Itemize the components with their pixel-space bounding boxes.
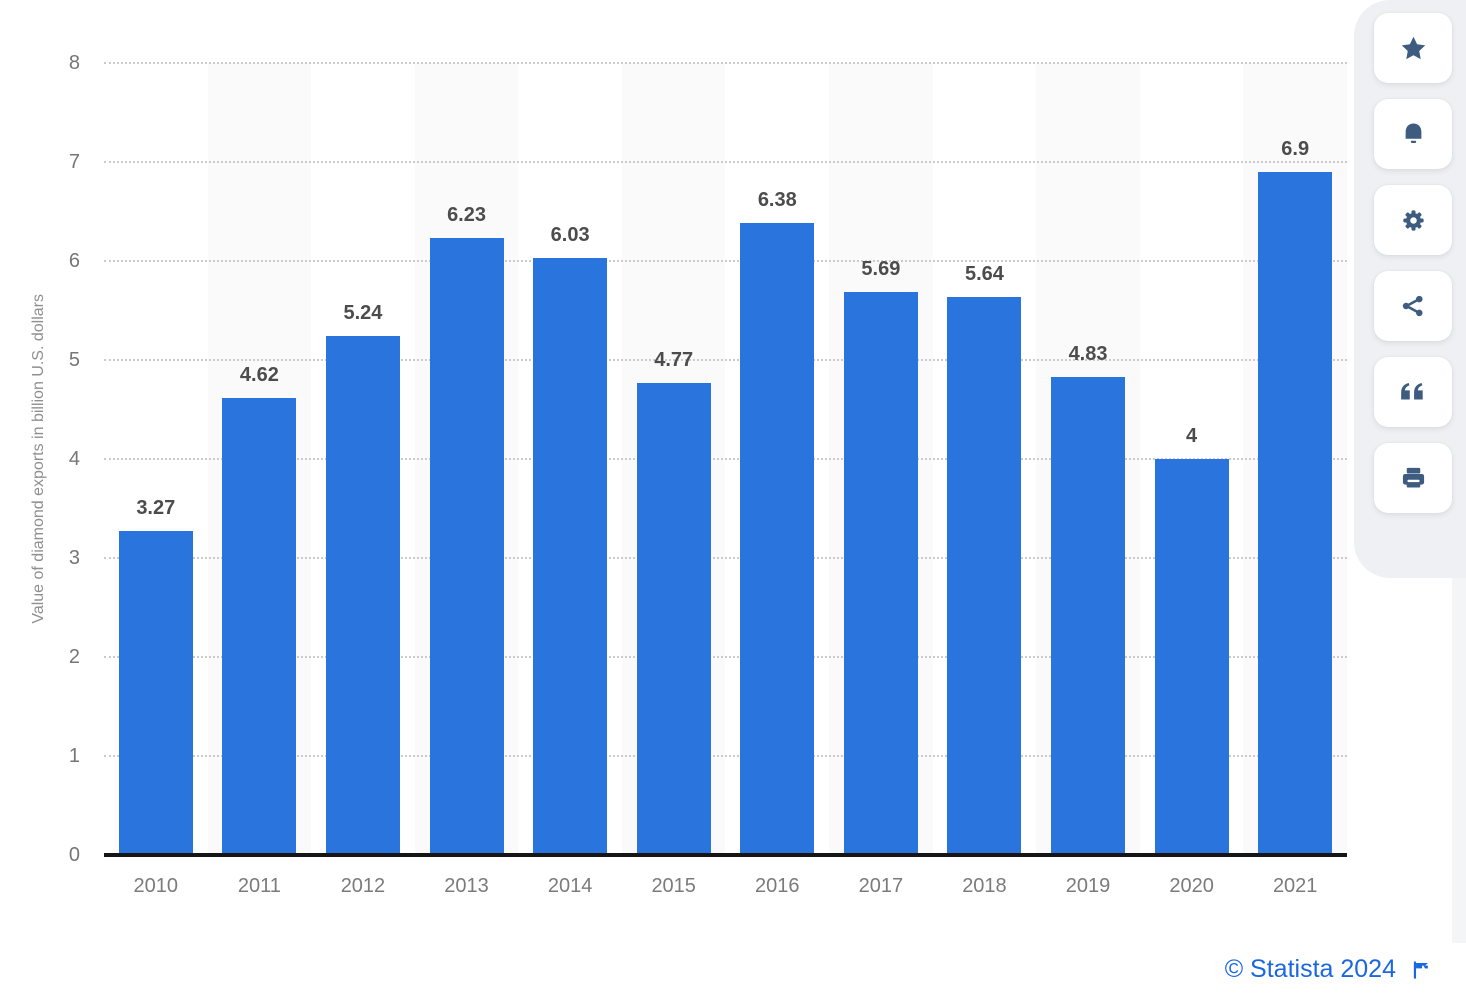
gridline: [104, 62, 1347, 64]
value-label: 4: [1186, 425, 1198, 447]
star-icon: [1400, 35, 1427, 62]
x-tick-label: 2017: [858, 875, 904, 897]
x-tick-label: 2021: [1272, 875, 1318, 897]
x-tick-label: 2014: [547, 875, 593, 897]
plot-area: 3.27 2010 4.62 2011 5.24 2012 6.23 2013 6.03 2014…: [104, 62, 1347, 897]
bar-2016[interactable]: [740, 223, 815, 855]
y-tick-label: 7: [68, 151, 80, 173]
settings-button[interactable]: [1374, 185, 1452, 255]
flag-icon[interactable]: [1410, 959, 1432, 981]
quote-icon: [1399, 379, 1427, 405]
y-tick-label: 6: [68, 250, 80, 272]
x-tick-label: 2010: [133, 875, 179, 897]
y-tick-label: 4: [68, 448, 80, 470]
value-label: 3.27: [136, 497, 176, 520]
cite-button[interactable]: [1374, 357, 1452, 427]
bar-2011[interactable]: [222, 397, 297, 855]
statista-credit: © Statista 2024: [1225, 955, 1432, 984]
bar-2019[interactable]: [1051, 376, 1126, 855]
share-button[interactable]: [1374, 271, 1452, 341]
bar-2018[interactable]: [947, 296, 1022, 855]
print-button[interactable]: [1374, 443, 1452, 513]
page-right-gutter: [1452, 578, 1466, 943]
bar-2014[interactable]: [533, 258, 608, 855]
share-icon: [1400, 293, 1426, 319]
value-label: 5.64: [964, 262, 1004, 285]
gridline: [104, 755, 1347, 757]
print-icon: [1400, 465, 1427, 492]
gridline: [104, 359, 1347, 361]
x-tick-label: 2013: [444, 875, 489, 897]
value-label: 4.83: [1068, 342, 1108, 365]
y-tick-label: 1: [68, 745, 80, 767]
notifications-button[interactable]: [1374, 99, 1452, 169]
bar-2017[interactable]: [843, 291, 918, 855]
gridline: [104, 458, 1347, 460]
x-tick-label: 2020: [1169, 875, 1214, 897]
y-tick-label: 2: [68, 646, 80, 668]
value-label: 4.77: [654, 348, 694, 371]
x-tick-label: 2018: [962, 875, 1007, 897]
gridline: [104, 161, 1347, 163]
statista-copyright-link[interactable]: © Statista 2024: [1224, 955, 1396, 983]
bar-2012[interactable]: [325, 336, 400, 855]
bar-2013[interactable]: [429, 238, 504, 855]
gridline: [104, 656, 1347, 658]
bar-2021[interactable]: [1258, 171, 1333, 855]
x-tick-label: 2011: [237, 875, 281, 897]
chart-toolbar: [1354, 0, 1466, 578]
favorite-button[interactable]: [1374, 13, 1452, 83]
x-tick-label: 2012: [340, 875, 386, 897]
y-tick-label: 3: [68, 547, 80, 569]
value-label: 6.23: [447, 204, 486, 227]
gridline: [104, 557, 1347, 559]
value-label: 5.24: [343, 302, 383, 325]
gear-icon: [1400, 207, 1427, 234]
bar-2010[interactable]: [118, 531, 193, 855]
y-tick-label: 8: [68, 52, 80, 74]
value-label: 6.9: [1281, 137, 1310, 160]
value-label: 5.69: [861, 257, 901, 280]
x-tick-label: 2015: [651, 875, 696, 897]
value-label: 4.62: [239, 363, 279, 386]
x-tick-label: 2019: [1065, 875, 1111, 897]
x-tick-label: 2016: [755, 875, 800, 897]
value-label: 6.03: [550, 224, 590, 247]
bar-2020[interactable]: [1154, 459, 1229, 855]
gridline: [104, 260, 1347, 262]
y-tick-label: 0: [68, 844, 80, 866]
bar-2015[interactable]: [636, 382, 711, 855]
value-label: 6.38: [757, 189, 797, 212]
y-tick-label: 5: [68, 349, 80, 371]
bell-icon: [1400, 121, 1427, 148]
x-axis-line: [104, 853, 1347, 857]
